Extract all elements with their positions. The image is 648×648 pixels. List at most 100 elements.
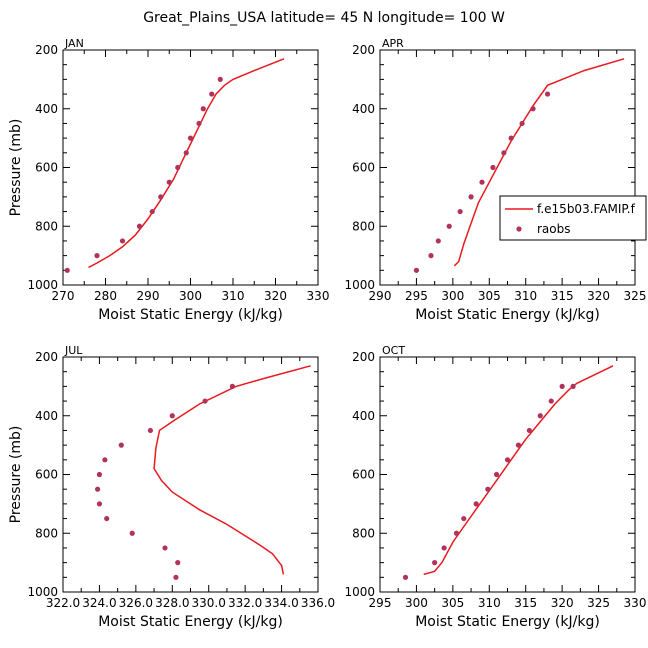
x-tick-label: 310 [222, 289, 245, 303]
obs-point [530, 106, 536, 112]
panel-label: JAN [64, 37, 84, 50]
panel-jul: JUL 322.0 324.0 326.0 328.0 330.0 332.0 334.0 33… [8, 344, 335, 630]
x-tick-label: 305 [441, 596, 464, 610]
x-tick-label: 325 [624, 289, 647, 303]
y-tick-label: 800 [35, 526, 58, 540]
obs-point [169, 413, 175, 419]
y-tick-label: 400 [35, 102, 58, 116]
y-tick-label: 1000 [27, 585, 58, 599]
panel-label: JUL [64, 344, 83, 357]
legend-obs-label: raobs [537, 222, 571, 236]
x-tick-label: 315 [551, 289, 574, 303]
obs-point [457, 208, 463, 215]
obs-point [537, 413, 543, 419]
y-tick-label: 1000 [27, 278, 58, 292]
panel-oct: OCT 295 300 305 310 315 320 325 330 200 400 600 800 1… [344, 344, 646, 630]
legend-box [499, 195, 647, 241]
x-tick-label: 330 [307, 289, 330, 303]
x-tick-label: 334.0 [264, 596, 298, 610]
obs-point [493, 471, 500, 478]
obs-point [94, 253, 100, 259]
x-tick-label: 330.0 [192, 596, 226, 610]
obs-point [461, 515, 467, 522]
obs-point [453, 530, 460, 536]
obs-point [95, 486, 101, 492]
y-tick-label: 200 [35, 350, 58, 364]
y-tick-label: 800 [352, 219, 375, 233]
panel-label: OCT [382, 344, 405, 357]
obs-point [548, 398, 554, 404]
obs-point [129, 530, 135, 536]
obs-point [229, 383, 235, 389]
x-tick-label: 295 [369, 596, 392, 610]
figure-title: Great_Plains_USA latitude= 45 N longitud… [143, 10, 505, 26]
obs-point [485, 486, 491, 492]
obs-point [175, 164, 181, 171]
obs-point [432, 560, 438, 566]
obs-point [202, 398, 208, 404]
x-tick-label: 310 [478, 596, 501, 610]
x-tick-label: 328.0 [155, 596, 189, 610]
obs-point [136, 223, 143, 229]
x-tick-label: 332.0 [228, 596, 262, 610]
y-tick-label: 600 [35, 468, 58, 482]
obs-point [441, 545, 447, 551]
x-tick-label: 320 [551, 596, 574, 610]
obs-point [200, 106, 206, 112]
obs-point [402, 574, 409, 580]
obs-point [217, 76, 223, 82]
plot-frame [379, 49, 636, 286]
x-axis-label: Moist Static Energy (kJ/kg) [415, 614, 600, 630]
obs-point [544, 91, 551, 97]
x-tick-label: 290 [137, 289, 160, 303]
obs-point [428, 253, 434, 259]
x-tick-label: 300 [441, 289, 464, 303]
x-tick-label: 322.0 [46, 596, 80, 610]
x-tick-label: 320 [587, 289, 610, 303]
x-tick-label: 280 [94, 289, 117, 303]
y-tick-label: 400 [35, 409, 58, 423]
model-series-line [423, 365, 614, 576]
obs-point [104, 515, 110, 522]
y-tick-label: 400 [352, 102, 375, 116]
obs-point [519, 120, 525, 127]
y-tick-label: 800 [352, 526, 375, 540]
x-tick-label: 330 [624, 596, 647, 610]
obs-point [96, 501, 103, 507]
obs-point [473, 501, 479, 507]
legend-point-swatch [516, 226, 522, 232]
obs-point [446, 223, 452, 229]
obs-point [490, 164, 496, 171]
obs-point [149, 208, 155, 215]
x-axis-label: Moist Static Energy (kJ/kg) [98, 614, 283, 630]
obs-point [570, 383, 576, 389]
y-tick-label: 600 [35, 161, 58, 175]
obs-point [183, 150, 189, 156]
obs-point [526, 427, 532, 434]
obs-point [508, 135, 514, 141]
obs-point [102, 457, 108, 463]
x-tick-label: 295 [405, 289, 428, 303]
obs-point [158, 194, 164, 200]
obs-point [64, 267, 70, 273]
x-tick-label: 300 [405, 596, 428, 610]
y-tick-label: 200 [35, 43, 58, 57]
obs-point [501, 150, 507, 156]
x-axis-label: Moist Static Energy (kJ/kg) [415, 307, 600, 323]
obs-point [96, 471, 103, 478]
x-tick-label: 290 [369, 289, 392, 303]
obs-point [515, 442, 522, 448]
obs-point [147, 427, 154, 434]
x-tick-label: 336.0 [301, 596, 335, 610]
obs-point [468, 194, 474, 200]
model-series-line [88, 58, 285, 269]
legend-model-label: f.e15b03.FAMIP.f [537, 202, 636, 216]
obs-point [413, 267, 420, 273]
x-tick-label: 324.0 [82, 596, 116, 610]
x-tick-label: 315 [514, 596, 537, 610]
x-tick-label: 270 [52, 289, 75, 303]
panel-label: APR [382, 37, 404, 50]
y-axis-label: Pressure (mb) [8, 426, 24, 524]
obs-point [173, 574, 179, 580]
